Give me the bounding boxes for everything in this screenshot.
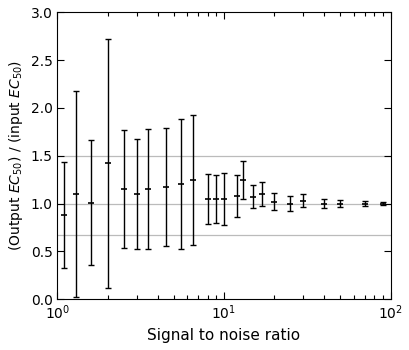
- X-axis label: Signal to noise ratio: Signal to noise ratio: [147, 328, 300, 343]
- Y-axis label: (Output $\mathit{EC}_{50}$) / (input $\mathit{EC}_{50}$): (Output $\mathit{EC}_{50}$) / (input $\m…: [7, 60, 25, 251]
